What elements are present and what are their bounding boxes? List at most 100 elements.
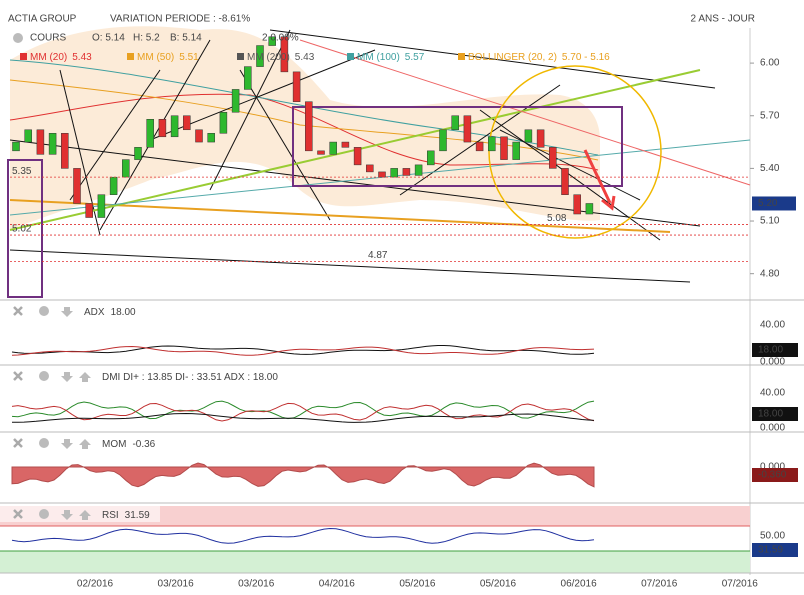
level-label: 5.02 (12, 224, 32, 235)
panel-badge-label: 18.00 (758, 345, 783, 356)
down-icon[interactable] (61, 307, 73, 317)
panel-tick: 0.000 (760, 462, 785, 473)
legend-entry: MM (200) 5.43 (247, 52, 315, 63)
x-label: 03/2016 (238, 579, 275, 590)
panel-badge (752, 468, 798, 482)
panel-name: DMI DI+ : 13.85 DI- : 33.51 ADX : 18.00 (102, 372, 278, 383)
candle (305, 101, 313, 152)
gear-icon[interactable] (39, 509, 49, 519)
close-icon[interactable] (13, 438, 23, 448)
candle (512, 141, 520, 160)
legend-quote: O: 5.14 (92, 33, 125, 44)
y-tick-label: 5.40 (760, 163, 780, 174)
ma100 (9, 59, 599, 156)
candle (280, 36, 289, 73)
candle (61, 133, 69, 169)
candle (73, 168, 81, 204)
candle (366, 164, 374, 173)
candle (292, 71, 301, 102)
candle (24, 129, 32, 143)
candle (463, 115, 472, 143)
candle (85, 203, 93, 218)
candle (207, 133, 215, 143)
close-icon[interactable] (13, 306, 23, 316)
x-label: 06/2016 (561, 579, 598, 590)
legend-entry: BOLLINGER (20, 2) 5.70 - 5.16 (468, 52, 610, 63)
panel-badge (752, 343, 798, 357)
rsi-oversold (0, 551, 750, 573)
candle (549, 147, 557, 169)
up-icon[interactable] (79, 510, 91, 520)
candle (414, 164, 423, 176)
legend-name: BOLLINGER (20, 2) (468, 52, 557, 63)
candle (158, 119, 167, 138)
candle (524, 129, 533, 143)
gear-icon[interactable] (39, 371, 49, 381)
legend-entry: MM (100) 5.57 (357, 52, 425, 63)
close-icon[interactable] (13, 509, 23, 519)
panel-value: 18.00 (111, 307, 136, 318)
legend-quote: H: 5.2 (133, 33, 160, 44)
y-tick-label: 4.80 (760, 268, 780, 279)
legend-value: 5.43 (295, 52, 315, 63)
y-tick-label: 6.00 (760, 58, 780, 69)
panel-name: ADX (84, 307, 105, 318)
legend-swatch (237, 53, 244, 60)
legend-swatch (20, 53, 27, 60)
candle (329, 141, 337, 155)
candle (402, 168, 411, 176)
candle (48, 133, 57, 155)
candle (585, 203, 594, 215)
legend-entry: MM (20) 5.43 (30, 52, 92, 63)
x-label: 07/2016 (722, 579, 759, 590)
legend-value: 5.70 - 5.16 (562, 52, 610, 63)
legend-quote: 2 0.00% (262, 33, 299, 44)
candle (341, 141, 350, 148)
legend-quote: COURS (30, 33, 66, 44)
level-label: 4.87 (368, 250, 388, 261)
legend-swatch (347, 53, 354, 60)
candle (500, 136, 508, 160)
x-label: 05/2016 (399, 579, 436, 590)
toolbar (0, 506, 160, 522)
panel-name: MOM (102, 439, 126, 450)
gear-icon[interactable] (39, 306, 49, 316)
candle (536, 129, 545, 148)
panel-badge-label: 18.00 (758, 409, 783, 420)
gear-icon[interactable] (39, 438, 49, 448)
legend-quote: B: 5.14 (170, 33, 202, 44)
candle (378, 171, 386, 178)
trend-red (299, 39, 751, 186)
candle (244, 66, 252, 90)
candle (427, 150, 435, 166)
panel-tick: 0.000 (760, 423, 785, 434)
candle (475, 141, 484, 152)
x-label: 02/2016 (77, 579, 114, 590)
legend-swatch (458, 53, 465, 60)
arrow-head (601, 195, 616, 211)
y-tick-label: 5.10 (760, 216, 780, 227)
down-icon[interactable] (61, 372, 73, 382)
candle (353, 147, 362, 166)
candle (12, 141, 20, 152)
arrow (583, 149, 612, 204)
panel-value: -0.36 (132, 439, 155, 450)
up-icon[interactable] (79, 439, 91, 449)
panel-tick: 40.00 (760, 320, 785, 331)
down-icon[interactable] (61, 439, 73, 449)
candle (97, 194, 106, 218)
legend-name: MM (200) (247, 52, 290, 63)
candle (488, 136, 496, 152)
candle (451, 115, 459, 131)
x-label: 05/2016 (480, 579, 517, 590)
candle (183, 115, 191, 131)
gear-icon[interactable] (13, 33, 23, 43)
up-icon[interactable] (79, 372, 91, 382)
level-label: 5.08 (547, 213, 567, 224)
candle (170, 115, 179, 138)
panel-value: 31.59 (125, 510, 150, 521)
down-icon[interactable] (61, 510, 73, 520)
candle (36, 129, 45, 155)
close-icon[interactable] (13, 371, 23, 381)
panel-tick: 0.000 (760, 357, 785, 368)
